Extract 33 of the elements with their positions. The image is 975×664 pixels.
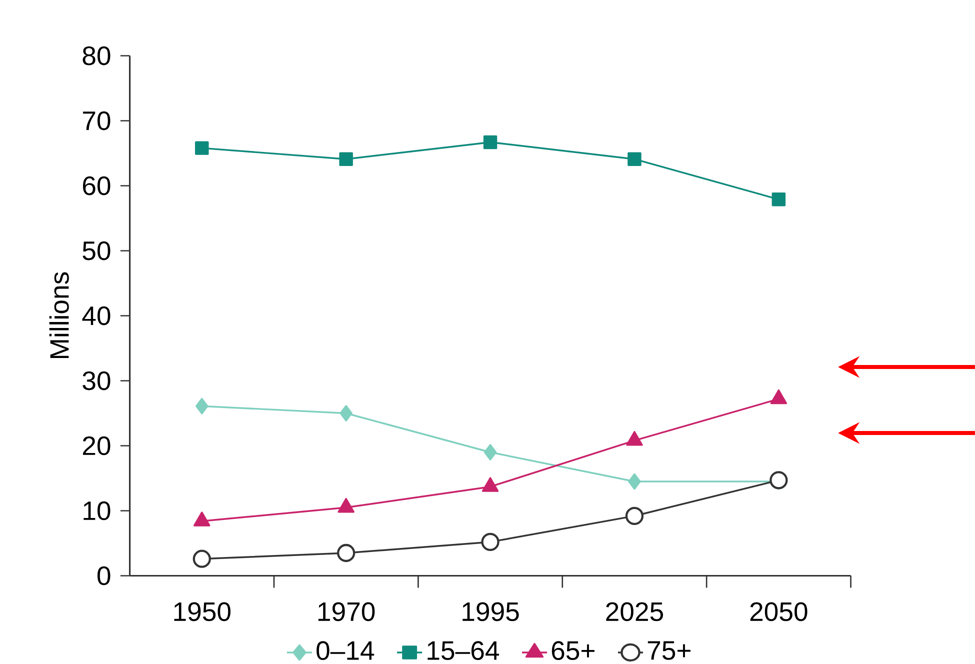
legend-label: 75+ [648,641,690,660]
y-tick-label: 70 [82,111,110,130]
y-tick-label: 20 [82,436,110,456]
point [195,141,209,155]
point [192,550,211,568]
point [481,532,500,552]
legend-label: 65+ [552,641,594,660]
point [196,398,208,414]
y-axis-title: Millions [49,272,69,358]
point [483,135,498,150]
x-tick-label: 1970 [318,602,375,622]
point [339,152,353,166]
legend-label: 15–64 [428,641,499,660]
point [770,471,788,490]
point [340,405,352,422]
point [625,506,644,526]
y-tick-label: 40 [82,306,110,326]
y-tick-label: 10 [84,501,110,520]
point [628,152,642,166]
legend-label: 0–14 [316,641,374,660]
y-tick-label: 0 [98,566,110,586]
x-tick-label: 2050 [750,602,808,622]
point [484,444,497,460]
y-tick-label: 80 [82,46,110,66]
x-tick-label: 1950 [174,602,230,622]
point [337,544,356,562]
point [628,473,641,490]
y-tick-label: 60 [82,176,110,196]
y-tick-label: 50 [82,241,110,260]
point [772,192,786,206]
y-tick-label: 30 [82,371,110,390]
x-tick-label: 2025 [606,602,664,622]
x-tick-label: 1995 [462,602,519,622]
